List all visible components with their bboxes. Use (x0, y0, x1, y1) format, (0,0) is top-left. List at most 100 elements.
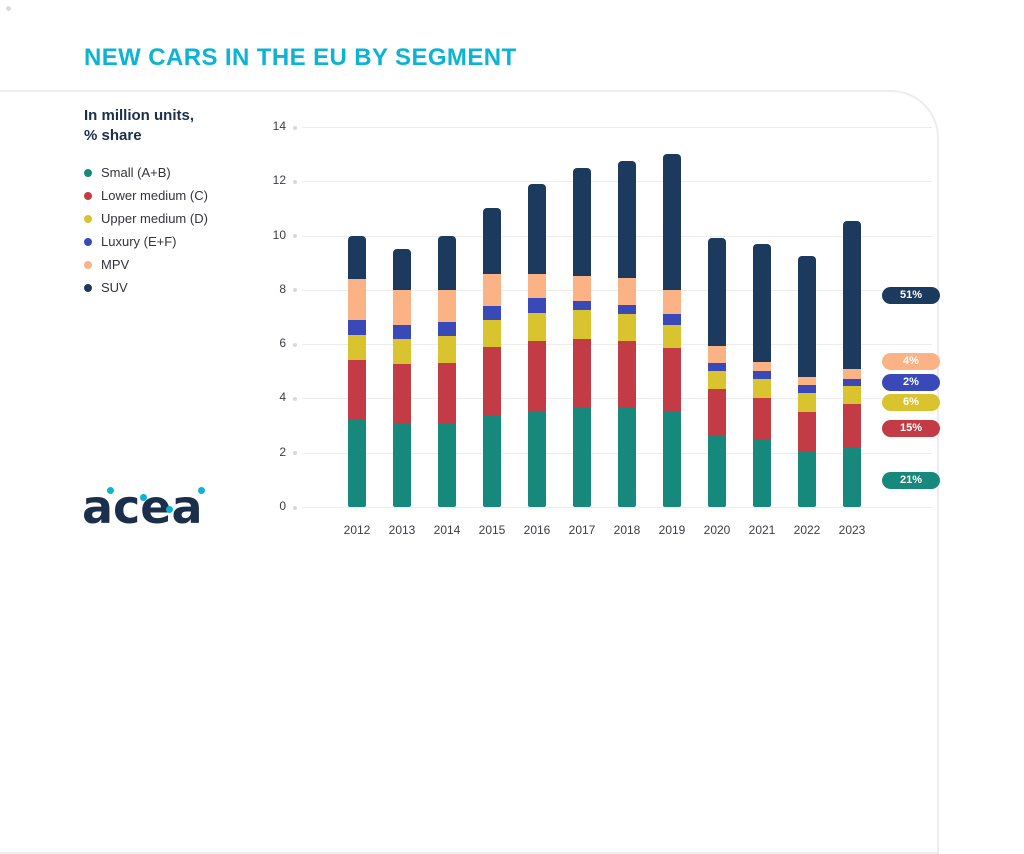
bar-segment-2014-luxury-(e+f) (438, 322, 456, 336)
bar-segment-2016-small-(a+b) (528, 410, 546, 507)
bar-segment-2020-luxury-(e+f) (708, 363, 726, 372)
legend-item-3: Luxury (E+F) (84, 230, 208, 253)
logo-accent-dot (166, 506, 173, 513)
bar-segment-2014-suv (438, 235, 456, 290)
bar-segment-2023-mpv (843, 368, 861, 380)
share-badge-upper-medium-(d): 6% (882, 394, 940, 411)
legend-dot-icon (84, 260, 92, 269)
bar-segment-2016-mpv (528, 273, 546, 298)
y-axis-tick-label: 2 (279, 444, 286, 459)
share-badge-mpv: 4% (882, 353, 940, 370)
logo-accent-dot (140, 494, 147, 501)
bar-segment-2013-mpv (393, 289, 411, 326)
bar-segment-2018-suv (618, 160, 636, 278)
bar-segment-2013-suv (393, 249, 411, 290)
bar-segment-2013-upper-medium-(d) (393, 338, 411, 365)
gridline-dot (293, 505, 297, 510)
bar-segment-2019-upper-medium-(d) (663, 325, 681, 349)
bar-segment-2019-mpv (663, 289, 681, 315)
bar-segment-2021-luxury-(e+f) (753, 371, 771, 380)
bar-segment-2022-small-(a+b) (798, 451, 816, 507)
bar-segment-2017-lower-medium-(c) (573, 338, 591, 408)
bar-segment-2015-luxury-(e+f) (483, 306, 501, 320)
x-axis-label-2021: 2021 (748, 523, 776, 537)
x-axis-label-2012: 2012 (343, 523, 371, 537)
legend-item-5: SUV (84, 276, 208, 299)
bar-segment-2014-mpv (438, 289, 456, 323)
bar-segment-2014-upper-medium-(d) (438, 335, 456, 364)
bar-segment-2022-lower-medium-(c) (798, 411, 816, 452)
gridline-8 (302, 289, 932, 291)
legend-dot-icon (84, 191, 92, 200)
logo-accent-dot (198, 487, 205, 494)
legend-label: Small (A+B) (101, 165, 171, 180)
bar-segment-2016-lower-medium-(c) (528, 341, 546, 411)
bar-segment-2015-lower-medium-(c) (483, 346, 501, 415)
legend-dot-icon (84, 168, 92, 177)
y-axis-tick-label: 0 (279, 499, 286, 513)
bar-segment-2018-luxury-(e+f) (618, 304, 636, 315)
bar-segment-2022-mpv (798, 376, 816, 385)
bar-segment-2016-upper-medium-(d) (528, 312, 546, 342)
units-line-1: In million units, (84, 107, 194, 124)
bar-segment-2017-suv (573, 167, 591, 277)
bar-segment-2013-small-(a+b) (393, 422, 411, 507)
bar-segment-2020-upper-medium-(d) (708, 371, 726, 389)
legend-dot-icon (84, 283, 92, 292)
bar-segment-2023-luxury-(e+f) (843, 379, 861, 387)
y-axis-tick-label: 12 (272, 173, 286, 188)
gridline-dot (293, 342, 297, 347)
y-axis-tick-label: 10 (272, 227, 286, 242)
logo-accent-dot (107, 487, 114, 494)
bar-segment-2023-lower-medium-(c) (843, 403, 861, 448)
bar-segment-2012-luxury-(e+f) (348, 319, 366, 335)
y-axis-tick-label: 8 (279, 281, 286, 296)
legend-item-4: MPV (84, 253, 208, 276)
gridline-dot (293, 288, 297, 293)
bar-segment-2020-suv (708, 238, 726, 346)
bar-segment-2012-mpv (348, 279, 366, 320)
bar-segment-2017-small-(a+b) (573, 407, 591, 507)
gridline-dot (293, 234, 297, 239)
bar-2012 (348, 235, 366, 507)
bar-segment-2015-suv (483, 208, 501, 274)
share-badge-small-(a+b): 21% (882, 472, 940, 489)
bar-segment-2023-small-(a+b) (843, 447, 861, 507)
share-badge-lower-medium-(c): 15% (882, 420, 940, 437)
bar-2013 (393, 249, 411, 507)
gridline-dot (293, 396, 297, 401)
bar-segment-2019-suv (663, 154, 681, 290)
legend-dot-icon (84, 237, 92, 246)
bar-segment-2021-lower-medium-(c) (753, 398, 771, 441)
x-axis-label-2019: 2019 (658, 523, 686, 537)
units-line-2: % share (84, 127, 142, 144)
bar-segment-2012-small-(a+b) (348, 418, 366, 507)
bar-segment-2021-suv (753, 243, 771, 362)
bar-segment-2013-lower-medium-(c) (393, 364, 411, 423)
gridline-10 (302, 235, 932, 237)
gridline-dot (293, 179, 297, 184)
bar-2019 (663, 154, 681, 507)
bar-segment-2016-luxury-(e+f) (528, 298, 546, 313)
bar-2021 (753, 243, 771, 507)
bar-segment-2018-small-(a+b) (618, 407, 636, 507)
bar-segment-2023-suv (843, 220, 861, 369)
bar-segment-2019-lower-medium-(c) (663, 348, 681, 412)
share-badge-suv: 51% (882, 287, 940, 304)
x-axis-label-2013: 2013 (388, 523, 416, 537)
y-axis-tick-label: 4 (279, 390, 286, 405)
bar-segment-2014-small-(a+b) (438, 422, 456, 507)
bar-2018 (618, 160, 636, 507)
bar-2020 (708, 238, 726, 507)
legend-dot-icon (84, 214, 92, 223)
bar-2023 (843, 220, 861, 507)
bar-2017 (573, 167, 591, 507)
bar-segment-2020-mpv (708, 345, 726, 364)
bar-segment-2017-mpv (573, 276, 591, 301)
legend-item-1: Lower medium (C) (84, 184, 208, 207)
legend-label: MPV (101, 257, 130, 272)
legend-label: Lower medium (C) (101, 188, 208, 203)
legend-item-2: Upper medium (D) (84, 207, 208, 230)
gridline-14 (302, 127, 932, 129)
x-axis-label-2023: 2023 (838, 523, 866, 537)
